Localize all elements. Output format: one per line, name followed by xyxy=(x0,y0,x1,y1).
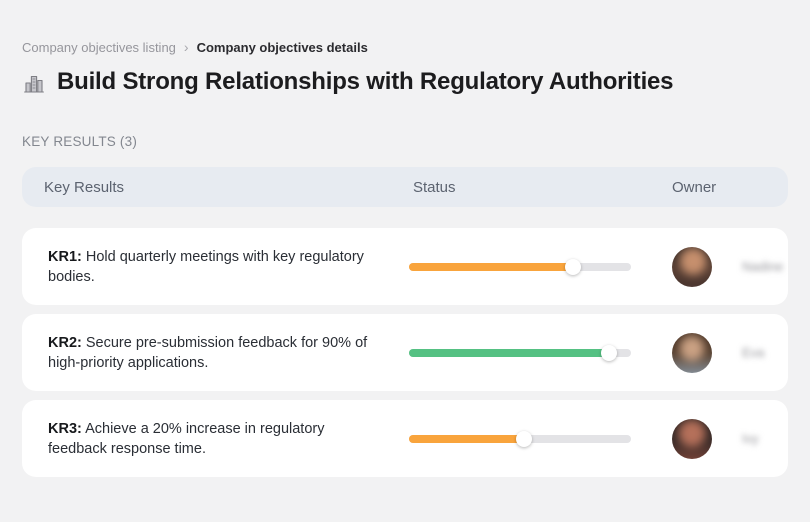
table-row-kr2: KR2: Secure pre-submission feedback for … xyxy=(22,314,788,391)
progress-slider[interactable] xyxy=(409,430,631,448)
title-row: Build Strong Relationships with Regulato… xyxy=(22,68,788,96)
kr-description: Achieve a 20% increase in regulatory fee… xyxy=(48,420,325,457)
kr-label: KR1: xyxy=(48,248,82,265)
owner-name: Eva xyxy=(742,345,765,360)
breadcrumb-listing-link[interactable]: Company objectives listing xyxy=(22,40,176,55)
table-row-kr1: KR1: Hold quarterly meetings with key re… xyxy=(22,228,788,305)
key-result-text: KR1: Hold quarterly meetings with key re… xyxy=(48,247,380,287)
buildings-icon xyxy=(24,75,44,93)
chevron-right-icon: › xyxy=(183,38,189,55)
column-header-status: Status xyxy=(413,178,456,196)
breadcrumb: Company objectives listing › Company obj… xyxy=(22,38,368,56)
page-title: Build Strong Relationships with Regulato… xyxy=(57,68,674,95)
owner-avatar xyxy=(672,418,712,459)
progress-fill xyxy=(409,430,533,447)
table-row-kr3: KR3: Achieve a 20% increase in regulator… xyxy=(22,400,788,477)
table-body: KR1: Hold quarterly meetings with key re… xyxy=(22,228,788,486)
kr-description: Hold quarterly meetings with key regulat… xyxy=(48,248,364,285)
owner-avatar xyxy=(672,246,712,287)
progress-knob[interactable] xyxy=(565,258,582,275)
column-header-owner: Owner xyxy=(672,178,717,196)
table-header: Key Results Status Owner xyxy=(22,167,788,207)
progress-fill xyxy=(409,344,617,361)
progress-track xyxy=(409,258,631,275)
owner-cell: Eva xyxy=(672,314,764,391)
key-results-count-label: KEY RESULTS (3) xyxy=(22,134,138,149)
breadcrumb-current: Company objectives details xyxy=(196,40,368,55)
owner-cell: Nadine xyxy=(672,228,783,305)
kr-description: Secure pre-submission feedback for 90% o… xyxy=(48,334,368,371)
kr-label: KR2: xyxy=(48,334,82,351)
progress-knob[interactable] xyxy=(516,430,533,447)
progress-fill xyxy=(409,258,582,275)
key-result-text: KR3: Achieve a 20% increase in regulator… xyxy=(48,419,380,459)
owner-name: Ivy xyxy=(742,431,759,446)
progress-slider[interactable] xyxy=(409,258,631,276)
progress-track xyxy=(409,344,631,361)
owner-name: Nadine xyxy=(742,259,784,274)
progress-track xyxy=(409,430,631,447)
kr-label: KR3: xyxy=(48,420,82,437)
progress-slider[interactable] xyxy=(409,344,631,362)
owner-cell: Ivy xyxy=(672,400,759,477)
key-result-text: KR2: Secure pre-submission feedback for … xyxy=(48,333,380,373)
progress-knob[interactable] xyxy=(600,344,617,361)
owner-avatar xyxy=(672,332,712,373)
column-header-key-results: Key Results xyxy=(44,178,125,196)
